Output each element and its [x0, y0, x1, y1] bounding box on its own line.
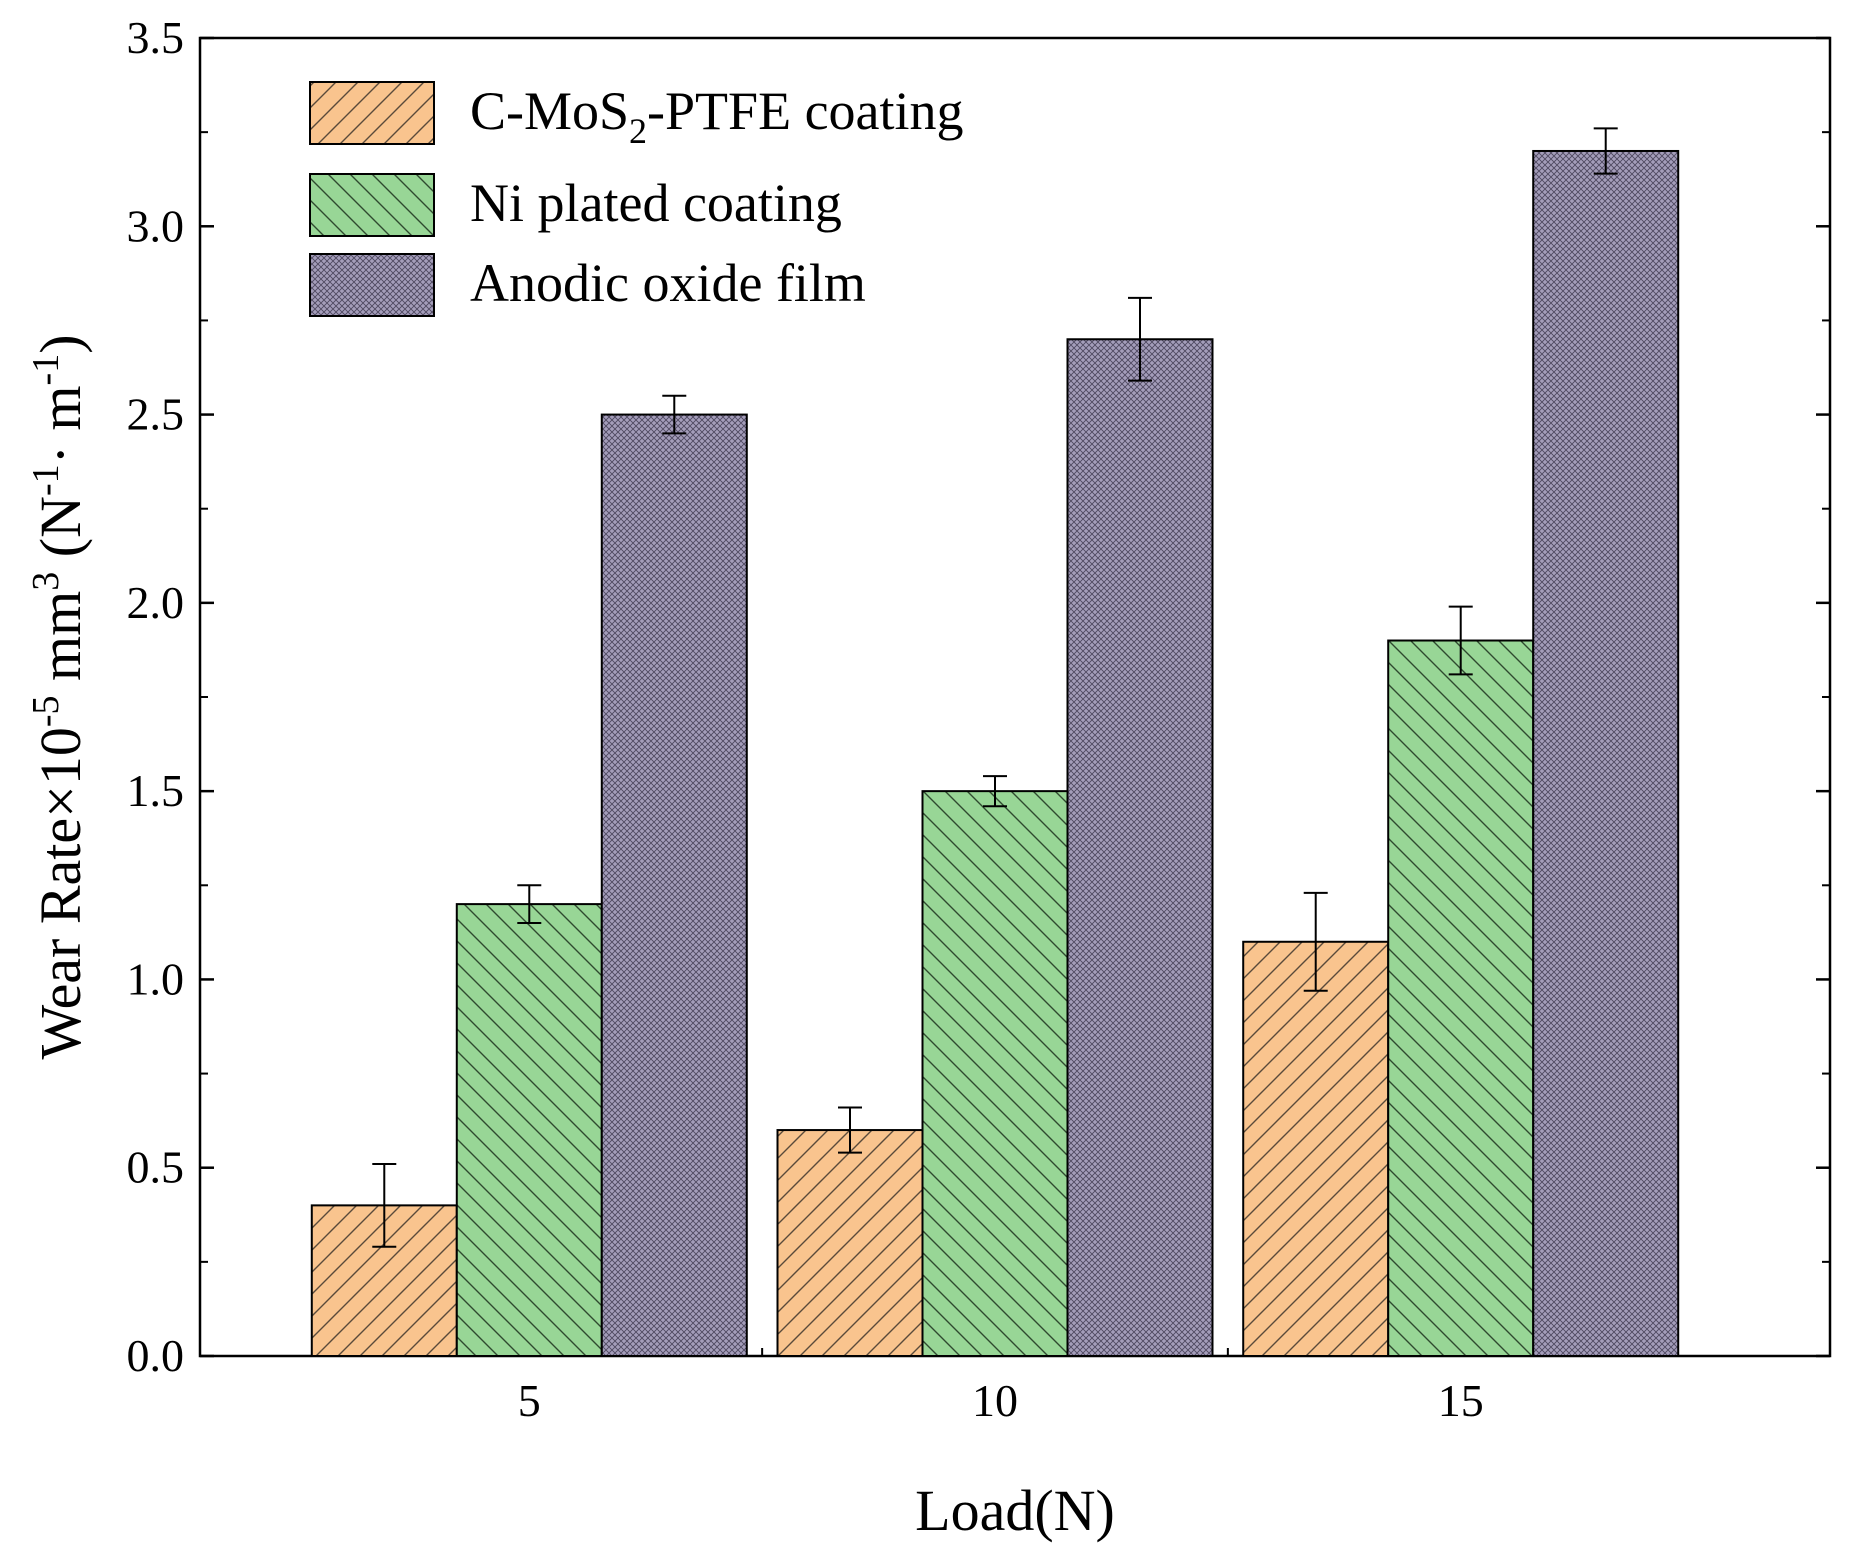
y-axis: 0.0 0.5 1.0 1.5 2.0 2.5 3.0 3.5 — [127, 12, 1830, 1381]
bar — [600, 413, 748, 1358]
y-axis-title-prefix: Wear Rate×10 — [28, 727, 93, 1059]
y-axis-title-mid3: · m — [28, 385, 93, 464]
bar — [776, 1129, 924, 1357]
y-axis-title-mid2: (N — [28, 496, 93, 572]
y-tick-label: 2.0 — [127, 577, 185, 628]
y-axis-title-exp1: -5 — [25, 695, 67, 727]
y-tick-label: 3.0 — [127, 200, 185, 251]
x-tick-label: 15 — [1438, 1375, 1484, 1426]
y-axis-title-exp3: -1 — [25, 464, 67, 496]
bar — [1532, 149, 1680, 1357]
y-axis-title-mid: mm — [28, 591, 93, 696]
bar — [1387, 639, 1535, 1357]
y-tick-label: 2.5 — [127, 389, 185, 440]
y-axis-title: Wear Rate×10-5 mm3 (N-1· m-1) — [25, 334, 93, 1059]
y-tick-label: 0.5 — [127, 1142, 185, 1193]
legend-swatch — [309, 81, 435, 145]
y-axis-title-exp4: -1 — [25, 354, 67, 386]
legend-label: Anodic oxide film — [470, 253, 866, 313]
legend-label: C-MoS2-PTFE coating — [470, 81, 964, 151]
x-tick-label: 5 — [518, 1375, 541, 1426]
bar — [1066, 338, 1214, 1357]
x-axis-title: Load(N) — [915, 1478, 1115, 1543]
bars-group — [310, 127, 1680, 1358]
y-axis-title-suffix: ) — [28, 334, 93, 353]
legend-swatch — [309, 253, 435, 317]
legend-label: Ni plated coating — [470, 173, 842, 233]
x-tick-label: 10 — [972, 1375, 1018, 1426]
y-tick-label: 1.5 — [127, 765, 185, 816]
y-tick-label: 1.0 — [127, 953, 185, 1004]
y-axis-title-exp2: 3 — [25, 572, 67, 591]
legend-swatch — [309, 173, 435, 237]
bar — [1242, 940, 1390, 1357]
bar — [921, 790, 1069, 1357]
legend: C-MoS2-PTFE coating Ni plated coating Anod… — [309, 81, 964, 317]
y-tick-label: 0.0 — [127, 1330, 185, 1381]
y-tick-label: 3.5 — [127, 12, 185, 63]
bar — [455, 903, 603, 1357]
